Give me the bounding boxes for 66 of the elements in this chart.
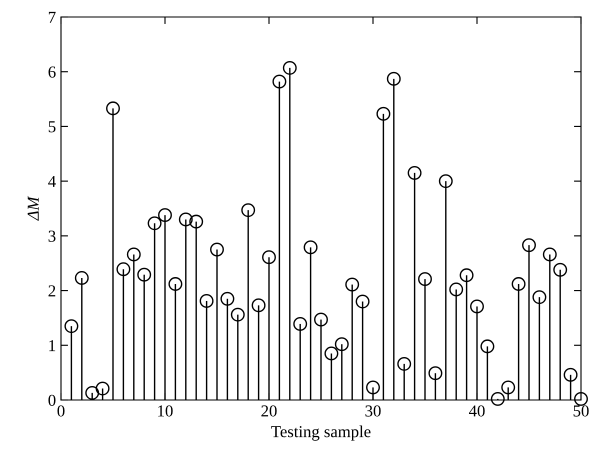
point (542, 248, 557, 262)
point (137, 268, 152, 282)
x-tick-label: 40 (468, 405, 485, 417)
point (418, 272, 432, 286)
point (345, 278, 360, 292)
point (200, 294, 214, 308)
point (366, 380, 380, 394)
point (314, 312, 328, 327)
x-tick-label: 50 (574, 405, 589, 417)
point (252, 298, 266, 312)
point (490, 392, 505, 406)
point (397, 356, 412, 371)
point (449, 282, 464, 296)
point (241, 203, 256, 218)
point (272, 74, 286, 89)
point (210, 242, 224, 256)
y-tick-label: 0 (48, 394, 56, 406)
x-tick-label: 30 (365, 405, 381, 417)
point (512, 277, 526, 291)
point (168, 277, 182, 291)
point (480, 339, 494, 354)
y-tick-label: 5 (48, 121, 56, 132)
y-tick-label: 2 (48, 285, 56, 296)
point (428, 366, 442, 380)
point (293, 317, 308, 331)
point (334, 337, 349, 352)
point (376, 106, 390, 121)
point (438, 174, 453, 188)
point (553, 262, 568, 277)
point (85, 386, 100, 400)
point (220, 292, 234, 306)
y-tick-label: 4 (48, 176, 56, 187)
point (126, 248, 141, 262)
point (106, 101, 120, 116)
point (460, 268, 474, 282)
point (324, 346, 338, 360)
point (564, 368, 578, 382)
point (158, 208, 172, 222)
y-tick-label: 6 (48, 66, 56, 78)
x-axis-title: Testing sample (271, 426, 371, 441)
point (189, 214, 204, 229)
point (501, 380, 516, 394)
point (116, 262, 130, 276)
point (74, 271, 89, 285)
y-tick-label: 3 (48, 230, 56, 242)
x-tick-label: 20 (261, 405, 277, 417)
point (178, 212, 193, 226)
point (230, 308, 245, 322)
point (386, 72, 401, 86)
y-tick-label: 7 (48, 12, 56, 23)
y-axis-title: ΔM (28, 196, 39, 221)
point (148, 216, 162, 230)
point (574, 392, 588, 406)
point (282, 60, 297, 75)
point (64, 319, 78, 334)
x-tick-label: 10 (158, 405, 173, 417)
point (304, 240, 318, 254)
point (262, 250, 276, 264)
point (532, 290, 546, 304)
point (356, 294, 370, 308)
point (96, 382, 110, 396)
x-tick-label: 0 (57, 405, 65, 417)
point (408, 166, 422, 180)
point (470, 299, 484, 314)
y-tick-label: 1 (49, 340, 56, 352)
point (522, 238, 536, 252)
